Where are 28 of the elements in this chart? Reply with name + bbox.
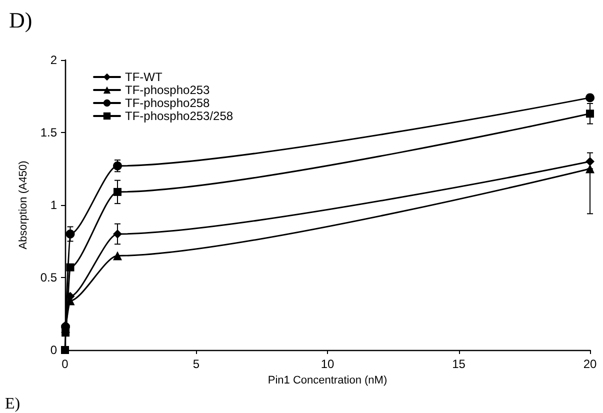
- x-tick-label: 15: [452, 357, 466, 371]
- x-tick-label: 10: [320, 357, 334, 371]
- y-tick-label: 0.5: [40, 270, 58, 284]
- point: [66, 263, 74, 272]
- legend-label: TF-WT: [125, 70, 163, 84]
- point: [113, 161, 122, 170]
- point: [62, 328, 70, 337]
- point: [113, 251, 122, 260]
- text: E): [5, 396, 20, 412]
- point: [586, 157, 594, 166]
- x-tick-label: 5: [192, 357, 200, 371]
- legend-label: TF-phospho253: [125, 83, 210, 97]
- point: [66, 230, 75, 238]
- y-axis-title: Absorption (A450): [18, 160, 30, 250]
- legend-label: TF-phospho258: [125, 96, 210, 110]
- point: [113, 230, 122, 238]
- point: [61, 346, 69, 354]
- point: [586, 110, 594, 118]
- y-tick-label: 1: [50, 198, 58, 212]
- x-axis-title: Pin1 Concentration (nM): [268, 374, 388, 386]
- y-tick-label: 1.5: [40, 126, 58, 140]
- chart-title: D): [9, 8, 32, 32]
- y-tick-label: 0: [50, 343, 58, 357]
- legend-label: TF-phospho253/258: [125, 109, 234, 123]
- x-tick-label: 20: [583, 357, 597, 371]
- y-tick-label: 2: [50, 53, 58, 67]
- x-tick-label: 0: [62, 357, 69, 371]
- point: [114, 188, 122, 196]
